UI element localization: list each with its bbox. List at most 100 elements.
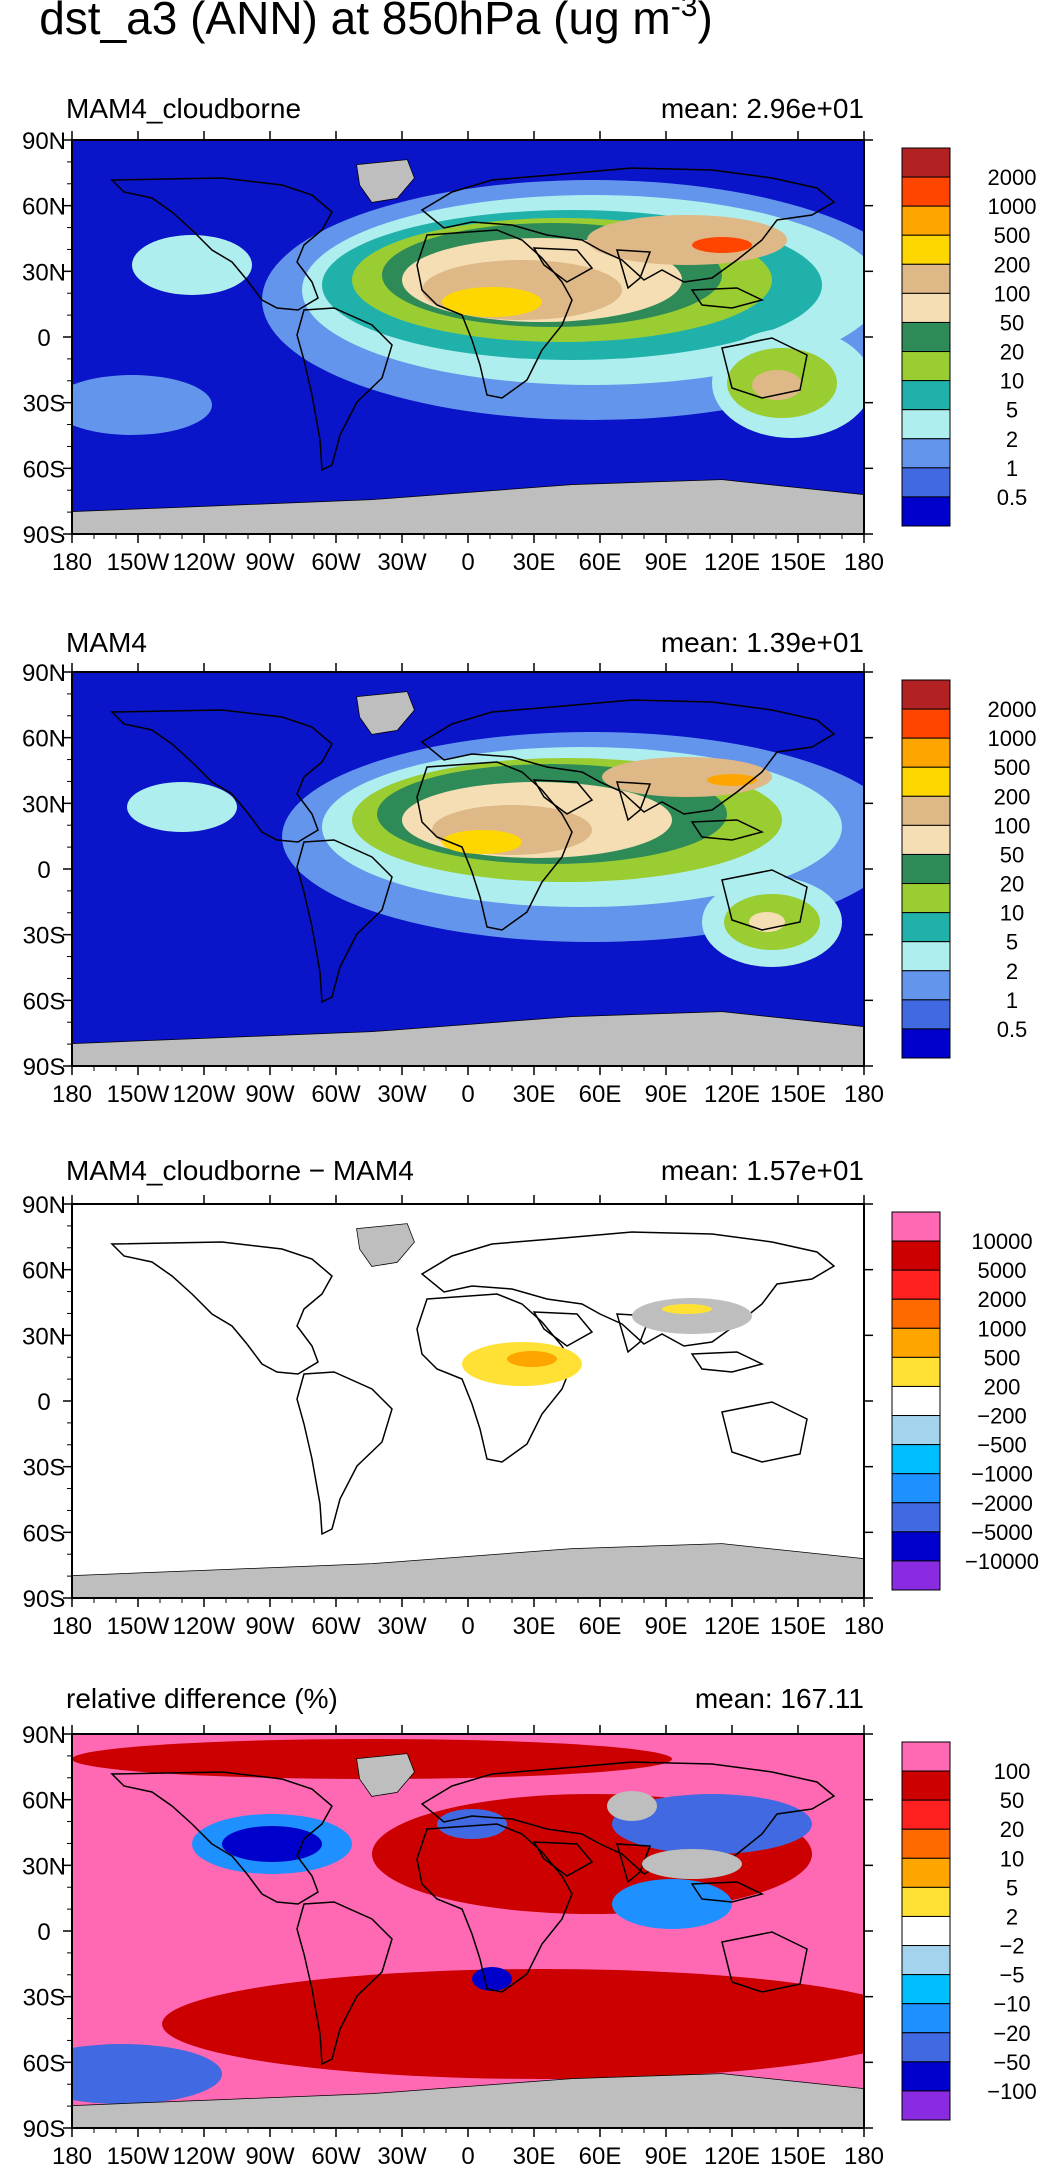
x-tick-label: 90E <box>645 1081 688 1108</box>
y-tick-label: 90N <box>22 128 66 155</box>
colorbar-swatch <box>901 496 951 527</box>
axes-and-colorbars: 180 150W 120W 90W 60W 30W 0 30E 60E 90E 120E 150E 18… <box>22 128 1039 2170</box>
x-tick-label: 60E <box>579 2143 622 2170</box>
colorbar-swatch <box>891 1473 941 1504</box>
y-tick-label: 0 <box>37 857 50 884</box>
y-tick-label: 30N <box>22 1853 66 1880</box>
colorbar-swatch <box>901 883 951 914</box>
x-tick-label: 60W <box>311 1081 361 1108</box>
y-tick-label: 0 <box>37 1389 50 1416</box>
x-tick-label: 120W <box>173 549 236 576</box>
y-tick-label: 90S <box>23 522 66 549</box>
x-tick-label: 150W <box>107 1613 170 1640</box>
colorbar-swatch <box>901 766 951 797</box>
panel-mean: mean: 1.39e+01 <box>661 627 864 658</box>
y-tick-label: 30N <box>22 791 66 818</box>
colorbar-label: 2000 <box>988 697 1037 722</box>
colorbar-label: −2 <box>999 1934 1024 1959</box>
y-tick-label: 90S <box>23 1586 66 1613</box>
colorbar-swatch <box>901 351 951 382</box>
y-tick-label: 0 <box>37 325 50 352</box>
panel-mean: mean: 167.11 <box>695 1683 864 1714</box>
x-tick-label: 120W <box>173 1613 236 1640</box>
colorbar-swatch <box>901 2003 951 2034</box>
colorbar-label: 2000 <box>988 165 1037 190</box>
panel-title: MAM4_cloudborne <box>66 93 301 124</box>
colorbar-label: 10 <box>1000 901 1024 926</box>
panel-4: relative difference (%) mean: 167.11 <box>66 1683 865 2129</box>
x-tick-label: 30E <box>513 549 556 576</box>
y-tick-label: 60N <box>22 194 66 221</box>
x-tick-label: 30E <box>513 1081 556 1108</box>
colorbar-label: 1000 <box>988 726 1037 751</box>
colorbar-swatch <box>901 234 951 265</box>
colorbar-swatch <box>891 1560 941 1591</box>
x-tick-label: 180 <box>52 2143 92 2170</box>
colorbar-label: 5000 <box>978 1258 1027 1283</box>
x-tick-label: 0 <box>461 2143 474 2170</box>
x-tick-label: 180 <box>52 1081 92 1108</box>
colorbar-label: 10 <box>1000 369 1024 394</box>
y-tick-label: 90N <box>22 1722 66 1749</box>
x-tick-label: 0 <box>461 549 474 576</box>
x-tick-label: 120W <box>173 2143 236 2170</box>
colorbar-swatch <box>891 1211 941 1242</box>
x-tick-label: 180 <box>844 549 884 576</box>
colorbar-swatch <box>901 999 951 1030</box>
colorbar-label: 500 <box>994 755 1031 780</box>
x-tick-label: 150E <box>770 1081 826 1108</box>
x-tick-label: 150W <box>107 1081 170 1108</box>
x-tick-label: 90E <box>645 549 688 576</box>
x-tick-label: 30W <box>377 1613 427 1640</box>
x-tick-label: 90W <box>245 2143 295 2170</box>
x-tick-label: 120E <box>704 2143 760 2170</box>
x-tick-label: 60W <box>311 549 361 576</box>
colorbar-4: 100 50 20 10 5 2 −2 −5 −10 −20 −50 −100 <box>901 1741 1037 2121</box>
colorbar-swatch <box>901 2061 951 2092</box>
colorbar-swatch <box>901 380 951 411</box>
colorbar-swatch <box>891 1531 941 1562</box>
colorbar-swatch <box>901 2090 951 2121</box>
colorbar-swatch <box>891 1240 941 1271</box>
map-area <box>71 671 865 1067</box>
x-tick-label: 90W <box>245 1613 295 1640</box>
colorbar-label: 5 <box>1006 398 1018 423</box>
panel-2-axes: 180 150W 120W 90W 60W 30W 0 30E 60E 90E 120E 150E 18… <box>22 660 884 1108</box>
colorbar-swatch <box>901 2032 951 2063</box>
y-tick-label: 30S <box>23 391 66 418</box>
x-tick-label: 120E <box>704 549 760 576</box>
colorbar-swatch <box>901 263 951 294</box>
colorbar-swatch <box>901 1770 951 1801</box>
y-tick-label: 90S <box>23 2116 66 2143</box>
panel-title: MAM4_cloudborne − MAM4 <box>66 1155 414 1186</box>
panel-2: MAM4 mean: 1.39e+01 <box>66 627 865 1067</box>
colorbar-swatch <box>891 1356 941 1387</box>
colorbar-label: 500 <box>984 1345 1021 1370</box>
x-tick-label: 150W <box>107 2143 170 2170</box>
colorbar-label: 500 <box>994 223 1031 248</box>
colorbar-label: 5 <box>1006 1875 1018 1900</box>
y-tick-label: 30S <box>23 1455 66 1482</box>
y-tick-label: 60S <box>23 2050 66 2077</box>
x-tick-label: 180 <box>844 1613 884 1640</box>
colorbar-swatch <box>901 321 951 353</box>
y-tick-label: 90N <box>22 660 66 687</box>
colorbar-swatch <box>901 1741 951 1772</box>
x-tick-label: 30W <box>377 549 427 576</box>
panel-1: MAM4_cloudborne mean: 2.96e+01 <box>66 93 865 535</box>
colorbar-swatch <box>901 147 951 178</box>
x-tick-label: 180 <box>844 1081 884 1108</box>
colorbar-swatch <box>901 1799 951 1830</box>
colorbar-label: −200 <box>977 1404 1027 1429</box>
colorbar-swatch <box>901 438 951 469</box>
colorbar-label: −10 <box>993 1992 1030 2017</box>
panel-title: MAM4 <box>66 627 147 658</box>
colorbar-label: 0.5 <box>997 485 1028 510</box>
x-tick-label: 150E <box>770 549 826 576</box>
colorbar-label: 50 <box>1000 842 1024 867</box>
map-area <box>71 1203 865 1599</box>
x-tick-label: 60E <box>579 1613 622 1640</box>
colorbar-label: 100 <box>994 281 1031 306</box>
colorbar-label: −100 <box>987 2079 1037 2104</box>
